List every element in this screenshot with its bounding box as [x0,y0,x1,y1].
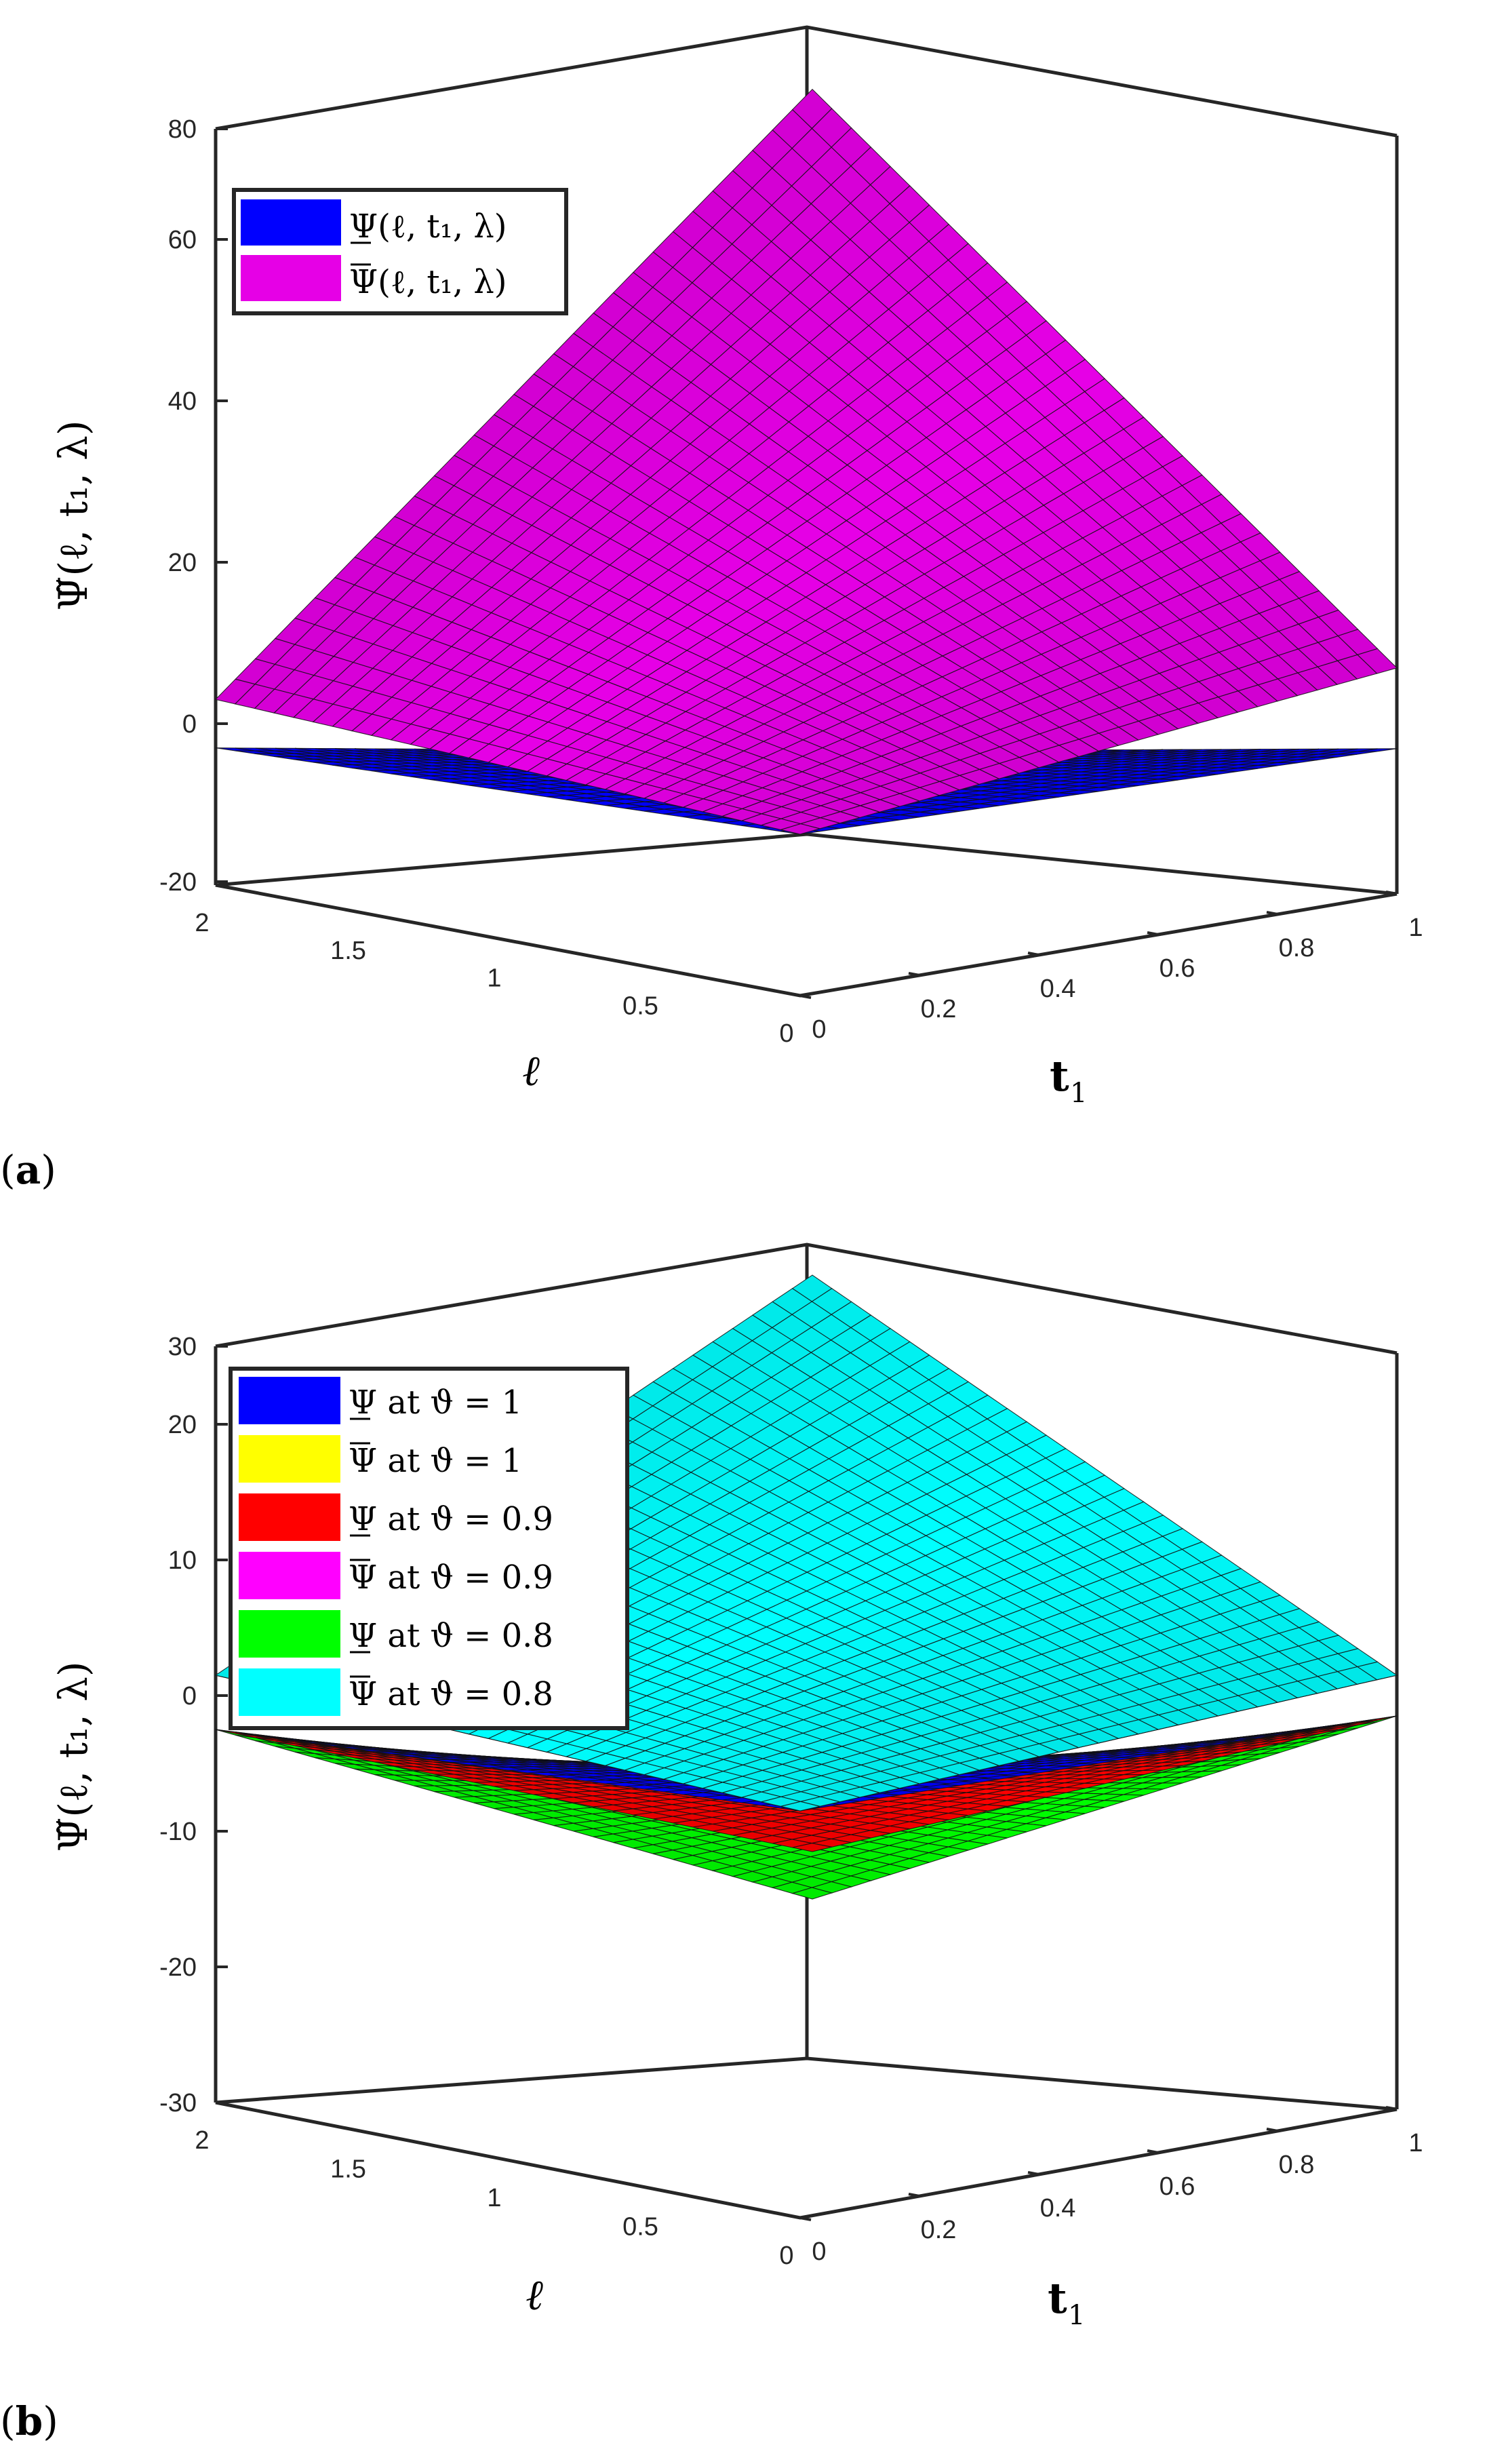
l-tick: 1 [487,2159,519,2212]
svg-text:0: 0 [812,1015,826,1044]
z-tick: 20 [168,549,228,577]
t-tick: 0.6 [1147,931,1195,983]
legend-item-b-5: Ψ at ϑ = 0.8 [239,1610,553,1658]
t-tick: 0.2 [908,2193,956,2244]
t-tick: 0.8 [1266,911,1315,962]
svg-text:0: 0 [182,710,197,739]
panel-label-b: (b) [0,2398,58,2444]
legend-text: Ψ at ϑ = 0.8 [349,1617,553,1655]
t-tick: 1 [1385,891,1423,942]
legend-swatch [239,1493,340,1541]
l-tick: 2 [195,884,227,937]
t-tick: 0 [789,992,827,1044]
legend-item-b-6: Ψ at ϑ = 0.8 [239,1668,553,1716]
svg-text:0.6: 0.6 [1160,954,1195,983]
legend-swatch [239,1435,340,1483]
svg-text:0.4: 0.4 [1040,975,1076,1003]
l-tick: 0 [779,994,812,1048]
t-tick: 0 [789,2214,827,2266]
surfaces-a [216,88,1398,835]
l-tick: 1.5 [330,2130,373,2184]
legend-swatch [239,1377,340,1424]
legend-swatch [239,1552,340,1599]
z-tick: 60 [168,226,228,254]
svg-text:0.8: 0.8 [1279,934,1315,962]
z-tick: 80 [168,115,228,144]
t-tick: 0.4 [1027,952,1076,1003]
z-axis-label-a: Ψ̃(ℓ, t₁, λ) [50,421,96,611]
legend-swatch [239,1610,340,1658]
z-tick: 10 [168,1546,228,1575]
l-tick: 0.5 [622,2187,665,2242]
legend-swatch [239,1668,340,1716]
legend-item-b-2: Ψ at ϑ = 1 [239,1435,522,1483]
legend-text-a-2: Ψ(ℓ, t₁, λ) [349,263,507,301]
legend-swatch-a-1 [241,199,341,246]
l-tick: 2 [195,2101,227,2155]
l-axis-label-a: ℓ [522,1046,540,1095]
l-axis-ticks-b: 0 0.5 1 1.5 2 [195,2101,812,2270]
z-tick: 40 [168,387,228,416]
svg-text:0.2: 0.2 [921,995,957,1023]
svg-text:2: 2 [195,909,209,937]
t-tick: 0.2 [908,972,957,1023]
z-tick: -20 [159,1953,228,1982]
z-tick: 30 [168,1333,228,1361]
t-tick: 0.8 [1266,2128,1314,2179]
legend-text: Ψ at ϑ = 0.9 [349,1500,553,1538]
svg-text:0: 0 [779,1019,793,1048]
z-tick: 20 [168,1411,228,1439]
t-tick: 0.6 [1147,2149,1195,2201]
t-tick: 0.4 [1027,2171,1075,2223]
legend-text: Ψ at ϑ = 1 [349,1384,522,1422]
legend-a: Ψ(ℓ, t₁, λ) Ψ(ℓ, t₁, λ) [232,188,568,315]
t-axis-label-a: t 1 [1050,1051,1087,1109]
z-tick: 0 [182,710,228,739]
z-tick: -10 [159,1818,228,1846]
t-tick: 1 [1385,2106,1423,2157]
legend-text: Ψ at ϑ = 1 [349,1442,522,1480]
legend-item-b-4: Ψ at ϑ = 0.9 [239,1552,553,1599]
svg-text:t: t [1050,1051,1069,1101]
legend-item-b-3: Ψ at ϑ = 0.9 [239,1493,553,1541]
z-tick: -20 [159,868,228,897]
l-axis-label-b: ℓ [526,2270,543,2320]
l-tick: 0 [779,2216,812,2270]
l-tick: 1.5 [330,911,373,965]
surface-upper [216,88,1398,835]
l-tick: 0.5 [622,966,665,1020]
t-axis-label-b: t 1 [1048,2273,1085,2331]
svg-text:20: 20 [168,549,197,577]
t-axis-ticks-a: 0 0.2 0.4 0.6 0.8 1 [789,891,1423,1044]
svg-text:1: 1 [1408,914,1423,942]
z-axis-label-b: Ψ̃(ℓ, t₁, λ) [50,1662,96,1852]
l-tick: 1 [487,939,519,993]
svg-text:40: 40 [168,387,197,416]
legend-b: Ψ at ϑ = 1 Ψ at ϑ = 1 Ψ at ϑ = 0.9 Ψ at ϑ =… [229,1367,629,1730]
legend-swatch-a-2 [241,255,341,301]
z-axis-ticks-a: -20 0 20 40 60 80 [159,115,228,897]
t-axis-ticks-b: 0 0.2 0.4 0.6 0.8 1 [789,2106,1423,2266]
legend-item-b-1: Ψ at ϑ = 1 [239,1377,522,1424]
svg-text:1.5: 1.5 [330,937,366,965]
svg-text:1: 1 [1070,1078,1087,1109]
legend-text: Ψ at ϑ = 0.8 [349,1675,553,1713]
svg-text:1: 1 [487,964,501,993]
l-axis-ticks-a: 0 0.5 1 1.5 2 [195,884,812,1048]
svg-text:60: 60 [168,226,197,254]
svg-text:80: 80 [168,115,197,144]
svg-text:0.5: 0.5 [622,992,658,1020]
legend-text: Ψ at ϑ = 0.9 [349,1559,553,1597]
svg-text:-20: -20 [159,868,197,897]
legend-text-a-1: Ψ(ℓ, t₁, λ) [349,208,507,246]
z-tick: 0 [182,1682,228,1710]
panel-label-a: (a) [0,1147,56,1193]
